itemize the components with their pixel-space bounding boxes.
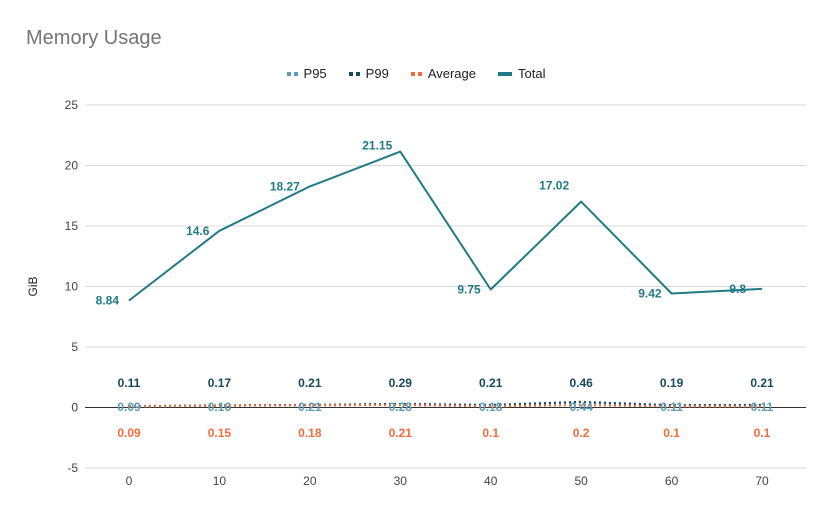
data-label-p99: 0.21 [479,376,503,390]
data-label-total: 9.75 [457,283,481,297]
y-tick-label: -5 [67,461,78,475]
data-label-p99: 0.21 [298,376,322,390]
y-tick-label: 25 [65,98,79,112]
data-label-total: 17.02 [539,179,569,193]
data-label-p99: 0.29 [389,376,413,390]
data-label-p95: 0.09 [117,400,141,414]
data-label-average: 0.1 [754,426,771,440]
data-label-average: 0.2 [573,426,590,440]
chart-title: Memory Usage [26,27,162,49]
y-tick-label: 15 [65,219,79,233]
y-tick-label: 5 [71,340,78,354]
y-tick-label: 20 [65,159,79,173]
data-label-p95: 0.28 [389,400,413,414]
legend-item-total[interactable]: Total [498,66,545,81]
x-tick-label: 10 [213,474,227,488]
y-axis-title: GiB [26,276,40,296]
data-label-total: 18.27 [270,179,300,193]
legend-label-average: Average [427,66,476,81]
x-tick-label: 0 [126,474,133,488]
data-label-p95: 0.21 [298,400,322,414]
data-label-p95: 0.16 [208,400,232,414]
legend-label-p95: P95 [303,66,327,81]
x-tick-label: 30 [394,474,408,488]
data-label-total: 9.8 [729,282,746,296]
legend-swatch-total [498,71,512,76]
data-label-p99: 0.21 [750,376,774,390]
y-tick-label: 0 [71,401,78,415]
data-label-p99: 0.19 [660,376,684,390]
x-tick-label: 20 [303,474,317,488]
data-label-average: 0.18 [298,426,322,440]
legend-swatch-average [410,71,422,76]
data-label-p99: 0.17 [208,376,232,390]
x-tick-label: 60 [665,474,679,488]
data-label-p95: 0.11 [660,400,683,414]
data-label-total: 21.15 [362,139,392,153]
series-line-average [128,403,762,408]
legend-item-average[interactable]: Average [410,66,476,81]
data-label-p99: 0.11 [118,376,141,390]
legend-swatch-p99 [348,71,360,76]
y-tick-label: 10 [65,280,79,294]
legend-item-p99[interactable]: P99 [348,66,389,81]
legend-label-p99: P99 [365,66,389,81]
data-label-average: 0.09 [117,426,141,440]
data-label-average: 0.1 [482,426,499,440]
x-tick-label: 40 [484,474,498,488]
data-label-average: 0.1 [663,426,680,440]
data-label-p99: 0.46 [569,376,593,390]
x-tick-label: 50 [574,474,588,488]
legend-item-p95[interactable]: P95 [286,66,327,81]
chart-legend: P95 P99 Average Total [0,66,832,81]
legend-label-total: Total [518,66,546,81]
data-label-total: 9.42 [638,287,662,301]
data-label-p95: 0.11 [751,400,774,414]
x-tick-label: 70 [755,474,769,488]
data-label-average: 0.15 [208,426,232,440]
data-label-average: 0.21 [389,426,413,440]
data-label-total: 8.84 [96,294,120,308]
legend-swatch-p95 [286,71,298,76]
series-line-total [128,150,763,302]
data-label-total: 14.6 [186,224,210,238]
data-label-p95: 0.44 [569,400,593,414]
data-label-p95: 0.18 [479,400,503,414]
